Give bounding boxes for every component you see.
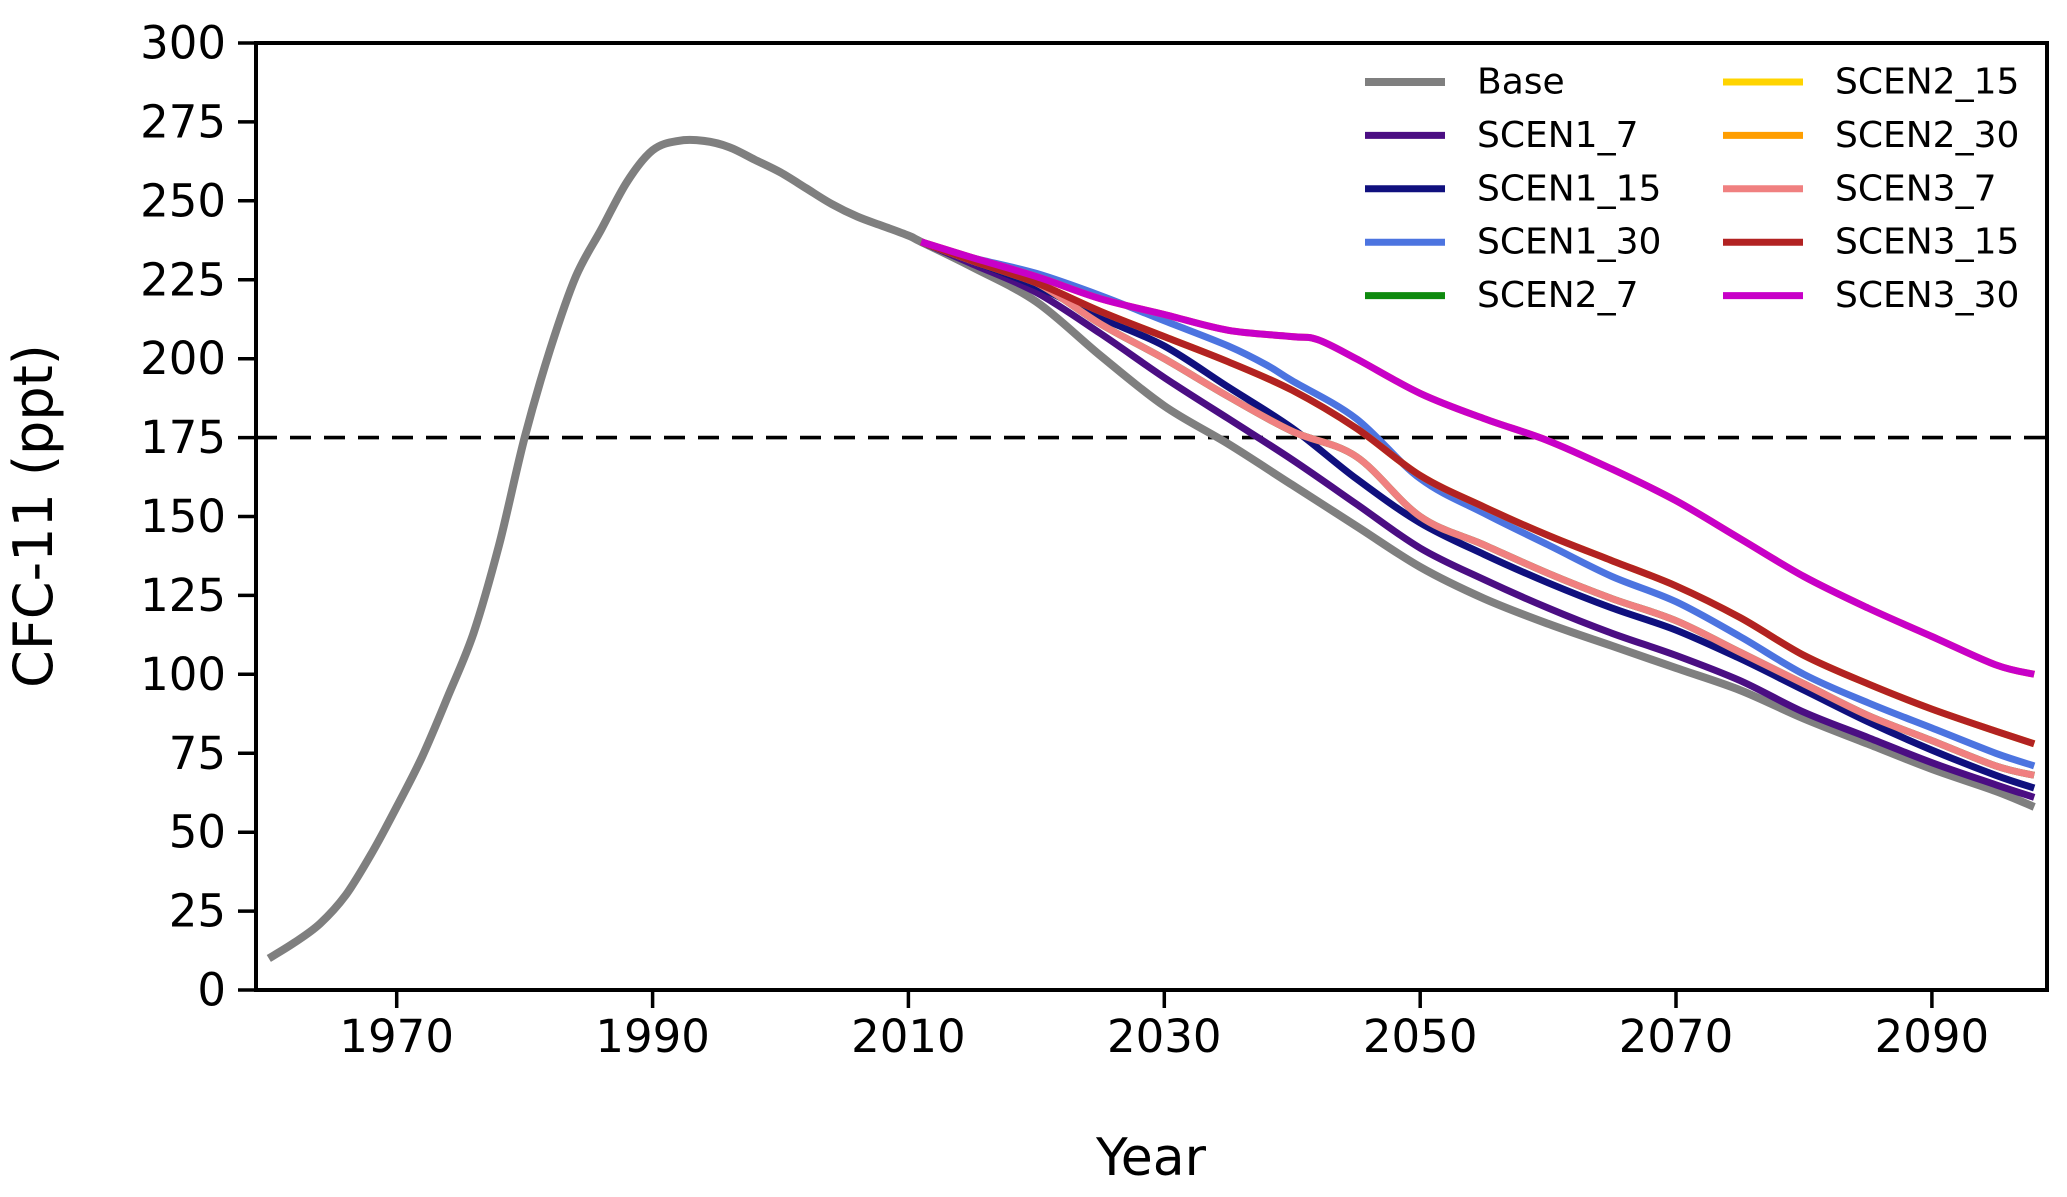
legend-label-SCEN3_7: SCEN3_7 <box>1835 168 1996 209</box>
legend-item-Base: Base <box>1365 62 1565 103</box>
legend-label-SCEN2_7: SCEN2_7 <box>1477 275 1638 316</box>
y-tick-label: 75 <box>169 727 226 780</box>
series-line-SCEN3_30 <box>920 238 2035 678</box>
y-tick-label: 300 <box>140 17 226 70</box>
legend-item-SCEN1_7: SCEN1_7 <box>1365 115 1638 156</box>
legend-label-SCEN1_7: SCEN1_7 <box>1477 115 1638 156</box>
x-tick-label: 2050 <box>1363 1010 1478 1063</box>
series-layer <box>266 135 2036 962</box>
series-line-SCEN1_7 <box>919 238 2036 801</box>
x-tick-label: 2010 <box>851 1010 966 1063</box>
legend-label-SCEN1_30: SCEN1_30 <box>1477 222 1661 263</box>
legend-item-SCEN2_7: SCEN2_7 <box>1365 275 1638 316</box>
x-tick-label: 1990 <box>595 1010 710 1063</box>
series-line-SCEN3_7 <box>920 238 2035 779</box>
y-tick-label: 175 <box>140 411 226 464</box>
legend-item-SCEN2_15: SCEN2_15 <box>1723 62 2019 103</box>
legend-label-SCEN3_15: SCEN3_15 <box>1835 222 2019 263</box>
y-axis-title: CFC-11 (ppt) <box>2 344 65 688</box>
legend-item-SCEN3_15: SCEN3_15 <box>1723 222 2019 263</box>
y-tick-label: 200 <box>140 332 226 385</box>
axes-layer: 0 25 50 75 100 125 150 175 200 225 250 275 300 1970 19… <box>140 17 2049 1063</box>
legend-label-Base: Base <box>1477 62 1565 103</box>
legend-item-SCEN2_30: SCEN2_30 <box>1723 115 2019 156</box>
series-line-Base <box>266 135 2036 962</box>
x-tick-label: 1970 <box>339 1010 454 1063</box>
legend-label-SCEN1_15: SCEN1_15 <box>1477 168 1661 209</box>
legend-item-SCEN1_30: SCEN1_30 <box>1365 222 1661 263</box>
y-tick-label: 0 <box>197 964 226 1017</box>
x-tick-label: 2090 <box>1875 1010 1990 1063</box>
y-tick-label: 50 <box>169 806 226 859</box>
y-tick-label: 225 <box>140 253 226 306</box>
x-tick-label: 2070 <box>1619 1010 1734 1063</box>
legend-item-SCEN3_30: SCEN3_30 <box>1723 275 2019 316</box>
legend-label-SCEN3_30: SCEN3_30 <box>1835 275 2019 316</box>
x-tick-label: 2030 <box>1107 1010 1222 1063</box>
axes-frame <box>254 41 2049 992</box>
legend-label-SCEN2_30: SCEN2_30 <box>1835 115 2019 156</box>
x-axis-title: Year <box>1095 1128 1207 1188</box>
legend-item-SCEN3_7: SCEN3_7 <box>1723 168 1996 209</box>
y-tick-label: 250 <box>140 174 226 227</box>
legend-label-SCEN2_15: SCEN2_15 <box>1835 62 2019 103</box>
series-line-SCEN1_15 <box>920 238 2036 792</box>
y-tick-label: 100 <box>140 648 226 701</box>
legend: Base SCEN1_7 SCEN1_15 SCEN1_30 SCEN2_7 SCEN2_… <box>1365 62 2019 316</box>
series-line-SCEN3_15 <box>920 238 2036 748</box>
y-tick-label: 125 <box>140 569 226 622</box>
y-tick-label: 25 <box>169 885 226 938</box>
legend-item-SCEN1_15: SCEN1_15 <box>1365 168 1661 209</box>
y-tick-label: 150 <box>140 490 226 543</box>
y-tick-label: 275 <box>140 95 226 148</box>
